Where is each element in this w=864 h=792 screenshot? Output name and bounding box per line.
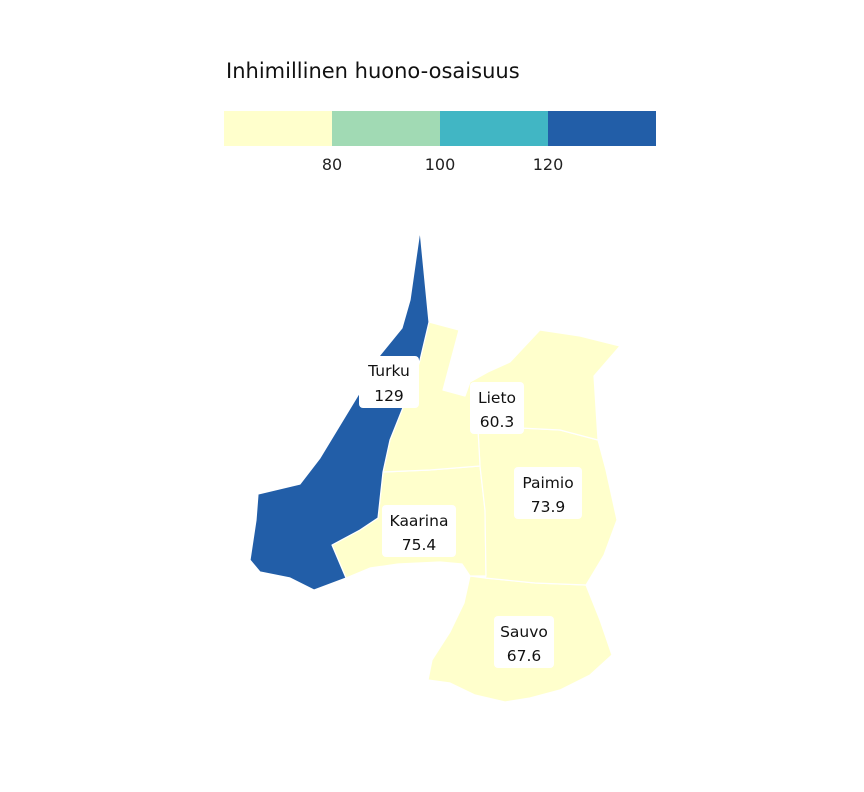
- legend-tick-80: 80: [322, 155, 342, 174]
- label-box-kaarina: [382, 505, 456, 557]
- label-box-paimio: [514, 467, 582, 519]
- legend-bin-4: [548, 111, 656, 146]
- legend-bin-3: [440, 111, 548, 146]
- region-value-kaarina: 75.4: [402, 536, 437, 554]
- region-labels: Turku 129 Lieto 60.3 Paimio 73.9 Kaarina…: [359, 356, 582, 668]
- map-regions: [249, 229, 621, 703]
- label-lieto: Lieto 60.3: [470, 382, 524, 434]
- region-value-paimio: 73.9: [531, 498, 566, 516]
- label-box-turku: [359, 356, 419, 408]
- label-box-sauvo: [494, 616, 554, 668]
- legend-title: Inhimillinen huono-osaisuus: [226, 59, 520, 83]
- legend-bin-1: [224, 111, 332, 146]
- region-name-paimio: Paimio: [522, 474, 573, 492]
- legend-tick-120: 120: [533, 155, 564, 174]
- label-sauvo: Sauvo 67.6: [494, 616, 554, 668]
- label-box-lieto: [470, 382, 524, 434]
- region-name-kaarina: Kaarina: [390, 512, 449, 530]
- region-value-sauvo: 67.6: [507, 647, 542, 665]
- region-name-sauvo: Sauvo: [500, 623, 548, 641]
- legend-bin-2: [332, 111, 440, 146]
- region-value-turku: 129: [374, 387, 404, 405]
- region-name-lieto: Lieto: [478, 389, 516, 407]
- region-value-lieto: 60.3: [480, 413, 515, 431]
- label-paimio: Paimio 73.9: [514, 467, 582, 519]
- legend: Inhimillinen huono-osaisuus 80 100 120: [224, 59, 656, 174]
- legend-tick-100: 100: [425, 155, 456, 174]
- region-name-turku: Turku: [367, 362, 410, 380]
- label-kaarina: Kaarina 75.4: [382, 505, 456, 557]
- label-turku: Turku 129: [359, 356, 419, 408]
